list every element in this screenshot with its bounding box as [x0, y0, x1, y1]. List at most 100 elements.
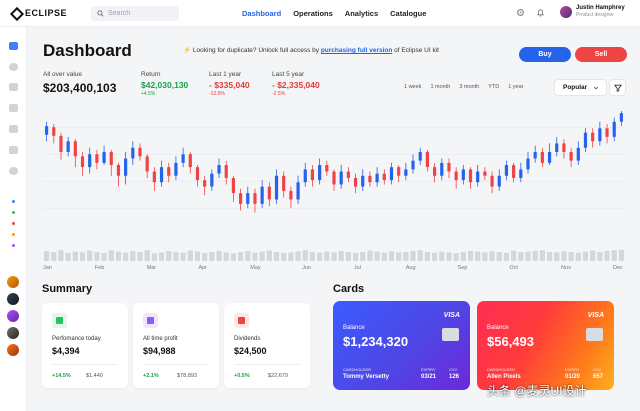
promo-text: Looking for duplicate? Unlock full acces… — [192, 47, 320, 54]
nav-operations[interactable]: Operations — [293, 9, 333, 18]
candle-body — [260, 186, 264, 204]
chip-icon — [586, 328, 603, 341]
avatar — [560, 5, 572, 18]
holder-label: CARDHOLDER — [343, 367, 372, 372]
holder-label: CARDHOLDER — [487, 367, 516, 372]
tab-1-month[interactable]: 1 month — [430, 84, 451, 90]
credit-card-orange[interactable]: VISA Balance $56,493 CARDHOLDER Allen Pi… — [477, 301, 614, 390]
wallet-icon[interactable] — [9, 104, 18, 112]
volume-bar — [367, 250, 373, 261]
candle-body — [361, 175, 365, 187]
volume-bar — [187, 250, 193, 261]
contact-avatar[interactable] — [7, 327, 19, 339]
contact-avatar[interactable] — [7, 310, 19, 322]
candle-body — [59, 135, 63, 153]
contact-avatar[interactable] — [7, 344, 19, 356]
volume-bar — [158, 252, 165, 261]
candle-body — [569, 152, 573, 161]
filter-button[interactable] — [610, 80, 625, 95]
stat-value: - $335,040 — [209, 80, 250, 90]
status-dot — [12, 211, 15, 214]
contact-avatar[interactable] — [7, 276, 19, 288]
tab-ytd[interactable]: YTD — [488, 84, 500, 90]
bell-icon[interactable] — [536, 8, 545, 17]
candle-body — [66, 141, 70, 153]
brand-logo[interactable]: ECLIPSE — [12, 8, 67, 18]
chat-icon[interactable] — [9, 146, 18, 154]
top-bar: ECLIPSE Dashboard Operations Analytics C… — [0, 0, 640, 27]
grid-icon[interactable] — [9, 42, 18, 50]
candle-body — [231, 177, 236, 194]
candle-body — [88, 154, 92, 168]
candle-body — [504, 165, 509, 176]
stat-total: All over value $203,400,103 — [43, 71, 116, 95]
summary-card-performance[interactable]: Perfomance today $4,394 +14.5% $1,440 — [42, 303, 128, 388]
search-box[interactable] — [91, 6, 179, 21]
sort-select[interactable]: Popular — [555, 80, 606, 95]
nav-analytics[interactable]: Analytics — [344, 9, 379, 18]
image-icon[interactable] — [9, 125, 18, 133]
tab-1-year[interactable]: 1 year — [508, 84, 524, 90]
candle-body — [547, 152, 552, 163]
stat-label: Last 5 year — [272, 71, 305, 78]
volume-bar — [525, 251, 531, 261]
candle-body — [159, 167, 164, 183]
candle-body — [382, 173, 386, 181]
candle-body — [303, 169, 307, 183]
volume-bar — [87, 250, 93, 261]
nav-catalogue[interactable]: Catalogue — [390, 9, 427, 18]
user-menu[interactable]: Justin Hamphrey Product designer — [560, 5, 625, 18]
candle-body — [325, 165, 329, 172]
purchase-link[interactable]: purchasing full version — [320, 47, 393, 54]
candle-body — [512, 165, 516, 178]
volume-bar — [417, 250, 423, 261]
volume-bar — [295, 251, 301, 261]
summary-card-profit[interactable]: All time profit $94,988 +2.1% $78,893 — [133, 303, 219, 388]
volume-bar — [166, 251, 172, 261]
candle-body — [95, 154, 99, 163]
volume-bar — [539, 250, 545, 261]
contact-avatar[interactable] — [7, 293, 19, 305]
candle-body — [44, 126, 49, 135]
tab-3-month[interactable]: 3 month — [459, 84, 480, 90]
status-dot — [12, 244, 15, 247]
summary-card-dividends[interactable]: Dividends $24,500 +0.5% $22,679 — [224, 303, 310, 388]
layers-icon[interactable] — [9, 83, 18, 91]
volume-bar — [489, 251, 495, 261]
volume-bar — [352, 253, 359, 261]
compass-icon[interactable] — [9, 63, 18, 71]
gear-icon[interactable] — [516, 8, 525, 17]
volume-bar — [130, 251, 136, 261]
candle-body — [102, 152, 106, 163]
candle-body — [461, 169, 465, 181]
month-label: Feb — [94, 265, 105, 271]
user-icon[interactable] — [9, 167, 18, 175]
volume-bar — [611, 250, 617, 261]
search-input[interactable] — [108, 10, 168, 17]
tab-1-week[interactable]: 1 week — [404, 84, 422, 90]
cvv-label: CVV — [449, 367, 458, 372]
volume-bar — [273, 252, 280, 261]
candle-body — [217, 165, 221, 174]
card-label: Perfomance today — [52, 336, 101, 342]
candle-body — [188, 154, 192, 168]
volume-bar — [266, 250, 272, 261]
month-label: Mar — [146, 265, 157, 271]
candle-body — [195, 167, 200, 181]
time-range-tabs: 1 week 1 month 3 month YTD 1 year — [404, 84, 523, 90]
volume-bar — [151, 253, 157, 261]
nav-dashboard[interactable]: Dashboard — [242, 9, 282, 18]
volume-bar — [374, 251, 380, 261]
credit-card-blue[interactable]: VISA Balance $1,234,320 CARDHOLDER Tommy… — [333, 301, 470, 390]
volume-bar — [503, 252, 510, 261]
expiry-value: 03/21 — [421, 374, 437, 380]
buy-button[interactable]: Buy — [519, 47, 571, 62]
volume-bar — [453, 253, 459, 261]
sell-button[interactable]: Sell — [575, 47, 627, 62]
brand-name: ECLIPSE — [25, 8, 68, 18]
stat-label: Return — [141, 71, 161, 78]
candle-body — [404, 169, 408, 176]
candle-body — [210, 173, 214, 187]
cvv-value: 657 — [593, 374, 604, 380]
volume-bar — [582, 251, 589, 261]
